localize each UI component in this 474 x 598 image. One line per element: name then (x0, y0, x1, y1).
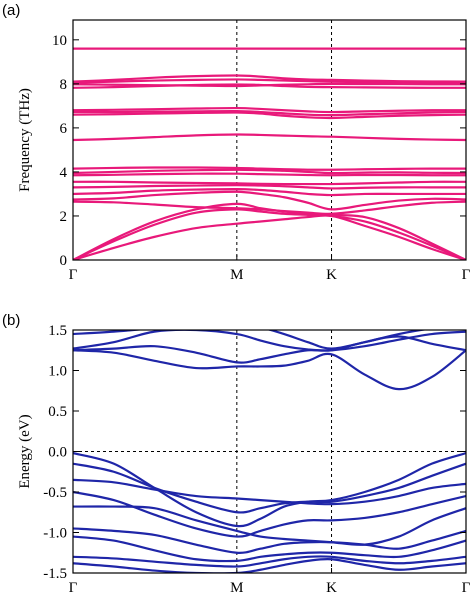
y-tick-label: -0.5 (43, 485, 67, 501)
band-line-11 (73, 535, 466, 563)
x-tick-label: K (326, 267, 337, 283)
y-tick-label: 4 (60, 165, 68, 181)
panel-a: 0 2 4 6 8 10 Γ M K Γ Frequency (THz) (a) (2, 2, 471, 283)
band-line-1 (73, 349, 466, 391)
y-tick-label: 1.5 (48, 323, 67, 339)
x-tick-label: M (230, 267, 243, 283)
panel-b: -1.5 -1.0 -0.5 0.0 0.5 1.0 1.5 Γ M K Γ Energy (eV) (… (2, 312, 471, 596)
band-line-9 (73, 172, 466, 177)
band-line-5 (73, 190, 466, 211)
band-line-2 (73, 335, 466, 364)
y-tick-label: 1.0 (48, 364, 67, 380)
x-tick-label: K (326, 580, 337, 596)
band-line-15 (73, 106, 466, 114)
band-line-5 (73, 452, 466, 528)
x-tick-label: Γ (69, 267, 78, 283)
band-line-10 (73, 527, 466, 554)
x-tick-label: Γ (462, 580, 471, 596)
y-tick-label: 10 (52, 33, 67, 49)
band-line-18 (73, 78, 466, 84)
band-line-14 (73, 110, 466, 117)
band-line-3 (73, 330, 466, 352)
band-line-12 (73, 555, 466, 568)
band-line-6 (73, 187, 466, 197)
y-tick-label: 0.0 (48, 445, 67, 461)
band-line-7 (73, 184, 466, 190)
y-tick-label: 2 (60, 209, 68, 225)
y-tick-label: 8 (60, 77, 68, 93)
panel-label: (a) (2, 2, 20, 19)
y-tick-label: 6 (60, 121, 68, 137)
band-line-4 (73, 330, 428, 350)
y-tick-label: 0 (60, 253, 68, 269)
band-line-2 (73, 208, 466, 260)
band-line-12 (73, 133, 466, 142)
x-tick-label: M (230, 580, 243, 596)
y-axis-label: Energy (eV) (17, 414, 33, 488)
band-line-4 (73, 200, 466, 215)
band-line-11 (73, 166, 466, 171)
band-line-9 (73, 505, 466, 546)
plot-frame (72, 19, 467, 261)
y-axis-label: Frequency (THz) (17, 88, 33, 192)
band-line-8 (73, 180, 466, 186)
y-tick-label: -1.5 (43, 566, 67, 582)
y-tick-label: 0.5 (48, 404, 67, 420)
band-line-19 (73, 74, 466, 83)
band-line-13 (73, 111, 466, 120)
x-tick-label: Γ (462, 267, 471, 283)
bands (73, 330, 466, 573)
y-tick-label: -1.0 (43, 526, 67, 542)
band-line-6 (73, 462, 466, 514)
band-line-7 (73, 478, 466, 506)
band-line-17 (73, 82, 466, 88)
panel-label: (b) (2, 312, 20, 329)
band-line-10 (73, 168, 466, 175)
bands (73, 47, 466, 260)
band-line-8 (73, 490, 466, 538)
band-line-13 (73, 557, 466, 573)
x-tick-label: Γ (69, 580, 78, 596)
band-line-1 (73, 214, 466, 260)
